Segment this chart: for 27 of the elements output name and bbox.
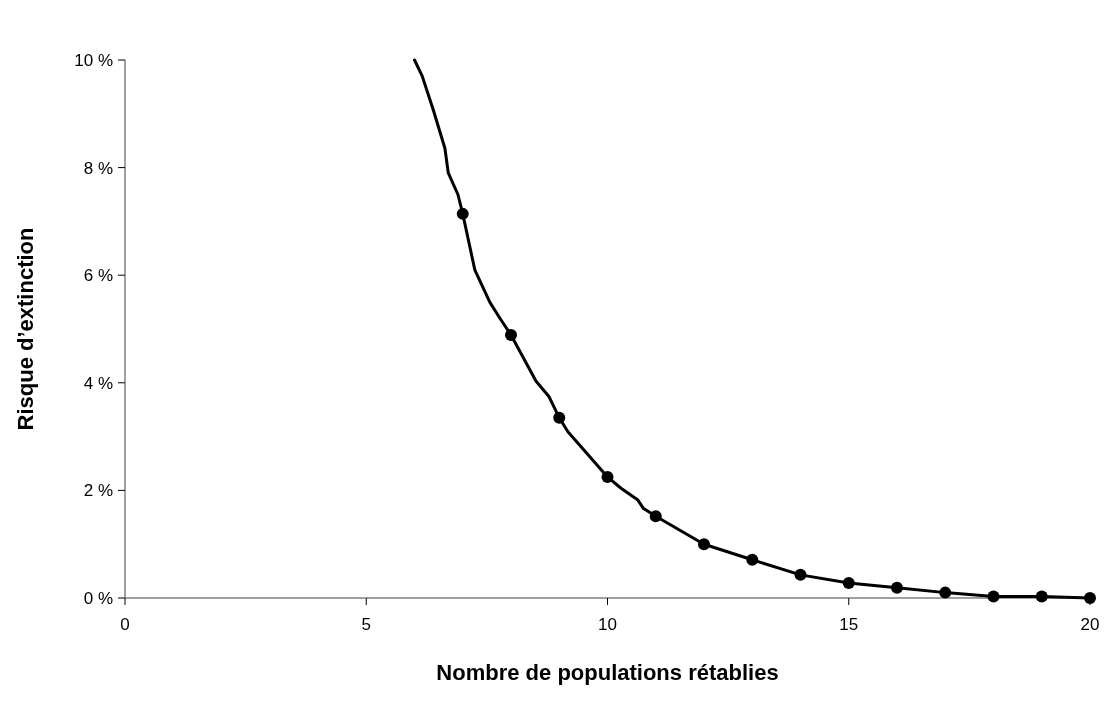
y-tick-label: 10 % — [74, 50, 113, 70]
x-tick-label: 5 — [361, 615, 371, 634]
point — [842, 576, 855, 589]
point — [1084, 592, 1096, 604]
point — [939, 586, 952, 599]
x-tick-label: 0 — [120, 615, 130, 634]
x-tick-label: 20 — [1080, 615, 1100, 634]
point — [553, 411, 566, 424]
point — [505, 328, 517, 341]
x-tick-label: 10 — [598, 615, 617, 634]
point — [456, 207, 469, 220]
point — [1035, 590, 1048, 603]
point — [746, 553, 759, 566]
y-tick-label: 6 % — [83, 266, 113, 286]
x-axis-title: Nombre de populations rétablies — [436, 660, 779, 685]
point — [649, 510, 662, 523]
point — [601, 470, 614, 483]
y-tick-label: 4 % — [83, 373, 113, 393]
y-axis-title: Risque d’extinction — [13, 227, 38, 431]
y-tick-label: 0 % — [83, 588, 113, 608]
y-tick-label: 2 % — [83, 481, 113, 501]
point — [987, 590, 1000, 603]
point — [891, 581, 903, 594]
point — [698, 538, 710, 551]
point — [794, 568, 807, 581]
y-tick-label: 8 % — [83, 158, 113, 178]
x-tick-label: 15 — [839, 615, 859, 634]
